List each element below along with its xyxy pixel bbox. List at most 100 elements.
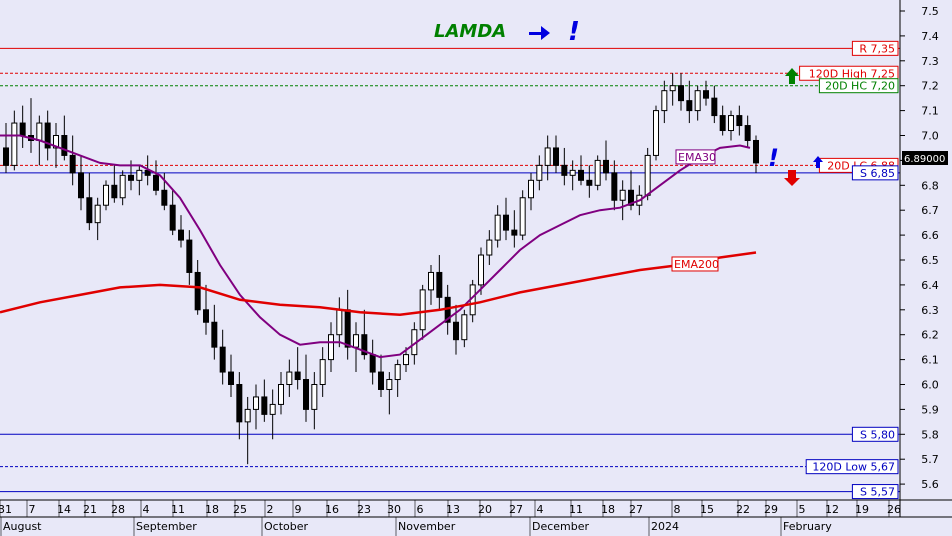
y-axis: 5.65.75.85.96.06.16.26.36.46.56.66.76.86…: [899, 0, 939, 517]
candle: [619, 180, 626, 221]
candle: [186, 230, 193, 285]
y-tick-label: 6.6: [921, 229, 939, 242]
x-tick-label: 7: [29, 503, 36, 516]
candle: [236, 372, 243, 440]
candle: [378, 354, 384, 397]
level-label: 120D High 7,25: [799, 65, 899, 81]
candle: [44, 110, 51, 161]
plot-background: [0, 0, 900, 517]
candle: [561, 147, 568, 186]
candle: [69, 135, 76, 186]
candle: [211, 304, 218, 360]
candle: [269, 389, 276, 440]
month-label: February: [783, 520, 832, 533]
candle: [736, 105, 743, 136]
x-tick-label: 11: [171, 503, 185, 516]
y-tick-label: 7.2: [921, 80, 939, 93]
candle: [494, 205, 501, 248]
candle: [603, 140, 609, 181]
x-tick-label: 14: [57, 503, 71, 516]
x-tick-label: 25: [233, 503, 247, 516]
svg-text:S 5,80: S 5,80: [860, 428, 895, 441]
x-tick-label: 22: [736, 503, 750, 516]
x-tick-label: 28: [111, 503, 125, 516]
x-tick-label: 19: [855, 503, 869, 516]
candle: [511, 210, 518, 248]
x-tick-label: 21: [83, 503, 97, 516]
candle: [219, 329, 226, 385]
candle: [719, 105, 726, 136]
candle: [386, 372, 393, 415]
y-tick-label: 6.5: [921, 254, 939, 267]
candle: [144, 155, 151, 186]
x-tick-label: 12: [825, 503, 839, 516]
up-arrow-blue-icon: [813, 156, 823, 168]
y-tick-label: 7.3: [921, 55, 939, 68]
x-tick-label: 4: [537, 503, 544, 516]
candle: [253, 384, 259, 430]
level-label: 120D Low 5,67: [805, 459, 899, 475]
candle: [528, 172, 534, 211]
level-label: 20D HC 7,20: [818, 78, 899, 94]
y-tick-label: 5.8: [921, 428, 939, 441]
up-arrow-green-icon: [785, 68, 799, 84]
x-tick-label: 8: [674, 503, 681, 516]
candle: [328, 322, 334, 373]
candle: [244, 396, 251, 465]
ema-lines: EMA30 EMA200: [0, 134, 757, 359]
candle: [578, 155, 584, 186]
candle: [278, 372, 284, 415]
candle: [478, 247, 484, 295]
ema-line: [0, 251, 757, 317]
candle: [428, 264, 434, 305]
candle: [653, 105, 659, 161]
candle: [669, 73, 676, 106]
exclamation-icon: !: [568, 17, 580, 47]
y-tick-label: 6.3: [921, 304, 939, 317]
candle: [3, 123, 9, 173]
candles: [3, 73, 759, 465]
candle: [319, 347, 326, 397]
level-label: S 6,85: [851, 165, 899, 181]
candle: [744, 115, 751, 148]
ema-label: EMA200: [671, 256, 719, 272]
month-label: September: [136, 520, 197, 533]
candle: [594, 155, 601, 191]
candle: [753, 135, 759, 173]
candle: [153, 160, 159, 196]
x-tick-label: 2: [267, 503, 274, 516]
level-label: S 5,80: [851, 426, 899, 442]
last-price-tag: 6.89000: [902, 151, 948, 165]
svg-text:S 5,57: S 5,57: [860, 486, 895, 499]
candle: [394, 359, 401, 397]
candle: [78, 155, 84, 211]
y-tick-label: 6.7: [921, 204, 939, 217]
x-axis: 31 7 14 21 28 4 11 18 25 2 9 16 23 30 6 13 20 27 4 11 18 27 8 1…: [0, 499, 952, 536]
y-tick-label: 6.1: [921, 354, 939, 367]
candle: [136, 165, 143, 196]
candle: [686, 80, 693, 124]
candle: [303, 354, 309, 422]
candle: [228, 354, 234, 397]
month-label: August: [3, 520, 42, 533]
candle: [661, 80, 668, 124]
svg-text:S 6,85: S 6,85: [860, 167, 895, 180]
candle: [486, 230, 493, 265]
candle: [294, 347, 301, 390]
candle: [611, 160, 618, 211]
x-tick-label: 11: [569, 503, 583, 516]
svg-text:R 7,35: R 7,35: [859, 42, 895, 55]
candle: [586, 165, 593, 198]
y-tick-label: 5.6: [921, 478, 939, 491]
month-label: December: [532, 520, 590, 533]
level-label: R 7,35: [851, 40, 899, 56]
candle: [286, 359, 293, 397]
candle: [536, 155, 543, 191]
x-tick-label: 4: [143, 503, 150, 516]
x-tick-label: 20: [478, 503, 492, 516]
svg-text:120D High 7,25: 120D High 7,25: [809, 67, 895, 80]
candle: [86, 172, 93, 231]
exclamation-icon-2: !: [768, 144, 779, 172]
